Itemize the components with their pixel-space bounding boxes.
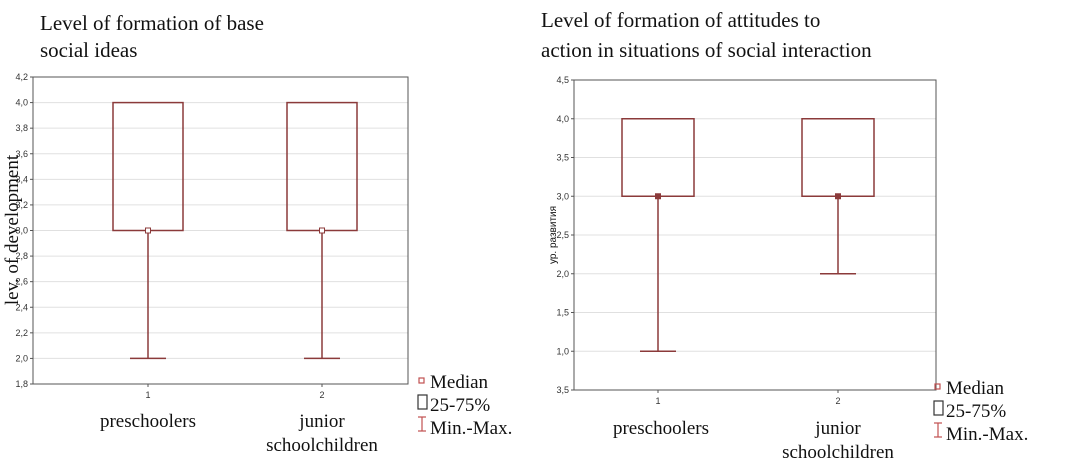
y-tick-label: 3,8	[15, 123, 28, 133]
x-tick-label: 2	[319, 390, 324, 400]
legend-median-swatch	[418, 377, 425, 384]
y-tick-label: 4,0	[556, 114, 569, 124]
iqr-box	[112, 101, 184, 232]
median-marker	[145, 227, 151, 234]
y-tick-label: 2,5	[556, 230, 569, 240]
x-tick-label: 2	[835, 396, 840, 406]
y-tick-label: 2,4	[15, 302, 28, 312]
chart-title-line: action in situations of social interacti…	[541, 38, 872, 62]
legend-range-label: Min.-Max.	[430, 418, 512, 439]
plot-frame	[573, 79, 937, 391]
chart-title: Level of formation of attitudes to action…	[541, 8, 872, 62]
chart-canvas-1: Level of formation of base social ideas 1,…	[2, 11, 512, 456]
category-name: schoolchildren	[782, 442, 894, 463]
y-tick-label: 4,0	[15, 98, 28, 108]
y-tick-label: 2,0	[556, 269, 569, 279]
y-tick-label: 3,5	[556, 153, 569, 163]
y-tick-label: 3,0	[15, 226, 28, 236]
y-tick-label: 3,0	[556, 191, 569, 201]
y-tick-label: 3,4	[15, 174, 28, 184]
legend-median-label: Median	[946, 378, 1005, 399]
y-tick-label: 1,8	[15, 379, 28, 389]
median-marker	[319, 227, 325, 234]
category-name: schoolchildren	[266, 435, 378, 456]
y-tick-label: 1,0	[556, 346, 569, 356]
box-plot-base-social-ideas: Level of formation of base social ideas 1,…	[2, 11, 512, 456]
y-tick-label: 3,5	[556, 385, 569, 395]
y-tick-label: 2,2	[15, 328, 28, 338]
category-name: junior	[298, 411, 345, 432]
chart-canvas-2: Level of formation of attitudes to action…	[541, 8, 1028, 463]
x-tick-label: 1	[655, 396, 660, 406]
plot-frame	[32, 76, 409, 385]
category-name: preschoolers	[100, 411, 196, 432]
legend-box-label: 25-75%	[430, 395, 490, 416]
x-tick-label: 1	[145, 390, 150, 400]
y-tick-label: 3,2	[15, 200, 28, 210]
y-tick-label: 2,6	[15, 277, 28, 287]
y-tick-label: 3,6	[15, 149, 28, 159]
median-marker	[835, 193, 841, 200]
chart-title-line: social ideas	[40, 38, 137, 62]
legend-box-label: 25-75%	[946, 401, 1006, 422]
legend-median-swatch	[934, 383, 941, 390]
y-tick-label: 4,2	[15, 72, 28, 82]
legend-box-swatch	[933, 400, 944, 416]
y-tick-label: 2,8	[15, 251, 28, 261]
chart-title-line: Level of formation of base	[40, 11, 264, 35]
category-name: preschoolers	[613, 418, 709, 439]
box-plot-attitudes-social-interaction: Level of formation of attitudes to action…	[536, 0, 1072, 468]
category-name: junior	[814, 418, 861, 439]
median-marker	[655, 193, 661, 200]
y-axis-label: lev. of development	[2, 154, 23, 305]
legend-median-label: Median	[430, 372, 489, 393]
y-tick-label: 1,5	[556, 308, 569, 318]
iqr-box	[286, 101, 358, 232]
chart-title: Level of formation of base social ideas	[40, 11, 264, 62]
y-axis-label: ур. развития	[548, 206, 559, 264]
legend-range-label: Min.-Max.	[946, 424, 1028, 445]
chart-title-line: Level of formation of attitudes to	[541, 8, 820, 32]
y-tick-label: 2,0	[15, 353, 28, 363]
legend-box-swatch	[417, 394, 428, 410]
y-tick-label: 4,5	[556, 75, 569, 85]
